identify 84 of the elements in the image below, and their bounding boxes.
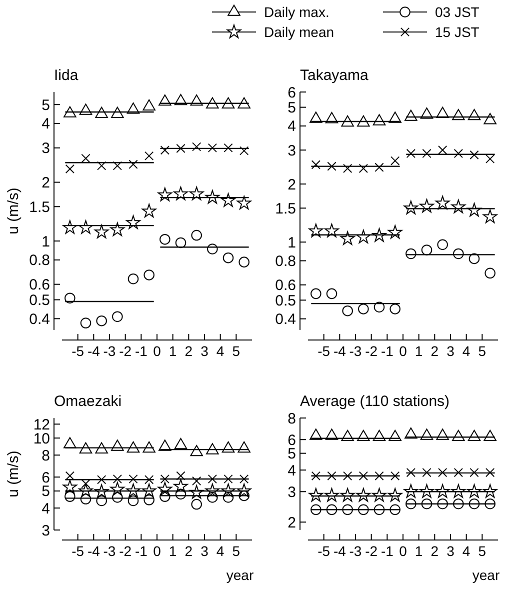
y-tick-label: 0.6	[275, 277, 296, 294]
y-tick-label: 8	[42, 447, 50, 464]
x-tick-label: -4	[333, 543, 346, 559]
x-tick-label: 3	[200, 543, 209, 559]
x-tick-label: 3	[446, 543, 455, 559]
y-axis-title: u (m/s)	[5, 450, 22, 498]
y-tick-label: 6	[288, 84, 296, 102]
x-tick-label: -2	[119, 543, 132, 559]
x-tick-label: 4	[216, 543, 224, 559]
x-tick-label: 4	[462, 543, 470, 559]
x-tick-label: 5	[478, 543, 486, 559]
x-tick-label: -1	[380, 343, 394, 359]
y-tick-label: 1.5	[275, 200, 296, 218]
y-tick-label: 1	[288, 234, 296, 252]
x-tick-label: 0	[153, 343, 162, 359]
x-tick-label: -1	[380, 543, 394, 559]
x-tick-label: -5	[72, 343, 84, 359]
y-tick-label: 5	[42, 96, 50, 114]
legend-label: 03 JST	[435, 4, 480, 20]
y-tick-label: 0.6	[29, 276, 50, 294]
y-tick-label: 3	[288, 484, 296, 501]
x-tick-label: 5	[478, 343, 486, 359]
x-tick-label: 2	[430, 343, 439, 359]
x-tick-label: -5	[318, 343, 330, 359]
chart-title: Average (110 stations)	[300, 393, 450, 410]
x-tick-label: 3	[200, 343, 209, 359]
x-tick-label: 5	[232, 543, 240, 559]
x-tick-label: 0	[399, 543, 408, 559]
x-tick-label: -3	[103, 543, 116, 559]
x-tick-label: -4	[333, 343, 346, 359]
y-tick-label: 3	[288, 142, 296, 160]
x-tick-label: 2	[184, 343, 193, 359]
x-tick-label: -4	[87, 343, 100, 359]
x-tick-label: -3	[349, 543, 362, 559]
y-axis-title: u (m/s)	[5, 188, 22, 234]
y-tick-label: 0.8	[29, 252, 50, 270]
x-tick-label: 1	[414, 543, 423, 559]
y-tick-label: 1.5	[29, 198, 50, 216]
y-tick-label: 2	[42, 174, 50, 192]
x-tick-label: -2	[365, 543, 378, 559]
x-tick-label: 0	[399, 343, 408, 359]
x-tick-label: 2	[430, 543, 439, 559]
x-tick-label: 3	[446, 343, 455, 359]
x-axis-title: year	[226, 567, 254, 583]
y-tick-label: 0.4	[29, 310, 50, 328]
y-tick-label: 4	[42, 500, 50, 518]
x-tick-label: 0	[153, 543, 162, 559]
legend-label: 15 JST	[435, 24, 480, 40]
y-tick-label: 0.8	[275, 253, 296, 270]
y-tick-label: 0.5	[275, 292, 296, 310]
y-tick-label: 4	[288, 462, 296, 480]
y-tick-label: 8	[288, 410, 296, 428]
y-tick-label: 2	[288, 514, 296, 532]
x-tick-label: 1	[168, 343, 177, 359]
chart-title: Takayama	[300, 67, 370, 84]
chart-title: Omaezaki	[54, 393, 122, 410]
legend-label: Daily max.	[264, 4, 330, 20]
y-tick-label: 3	[42, 522, 50, 540]
x-tick-label: -1	[134, 543, 148, 559]
x-tick-label: -2	[119, 343, 132, 359]
x-tick-label: 4	[216, 343, 224, 359]
x-tick-label: -5	[72, 543, 84, 559]
chart-title: Iida	[54, 67, 79, 84]
x-tick-label: -1	[134, 343, 148, 359]
x-tick-label: -3	[349, 343, 362, 359]
x-tick-label: 1	[168, 543, 177, 559]
y-tick-label: 3	[42, 140, 50, 158]
y-tick-label: 5	[288, 100, 296, 117]
y-tick-label: 0.5	[29, 292, 50, 310]
y-tick-label: 1	[42, 233, 50, 250]
y-tick-label: 4	[288, 118, 296, 136]
x-tick-label: 2	[184, 543, 193, 559]
x-tick-label: -3	[103, 343, 116, 359]
x-axis-title: year	[472, 567, 500, 583]
x-tick-label: 4	[462, 343, 470, 359]
y-tick-label: 4	[42, 116, 50, 133]
y-tick-label: 2	[288, 176, 296, 194]
x-tick-label: -2	[365, 343, 378, 359]
x-tick-label: -4	[87, 543, 100, 559]
y-tick-label: 0.4	[275, 311, 296, 328]
x-tick-label: -5	[318, 543, 330, 559]
legend-label: Daily mean	[264, 24, 334, 40]
x-tick-label: 5	[232, 343, 240, 359]
x-tick-label: 1	[414, 343, 423, 359]
